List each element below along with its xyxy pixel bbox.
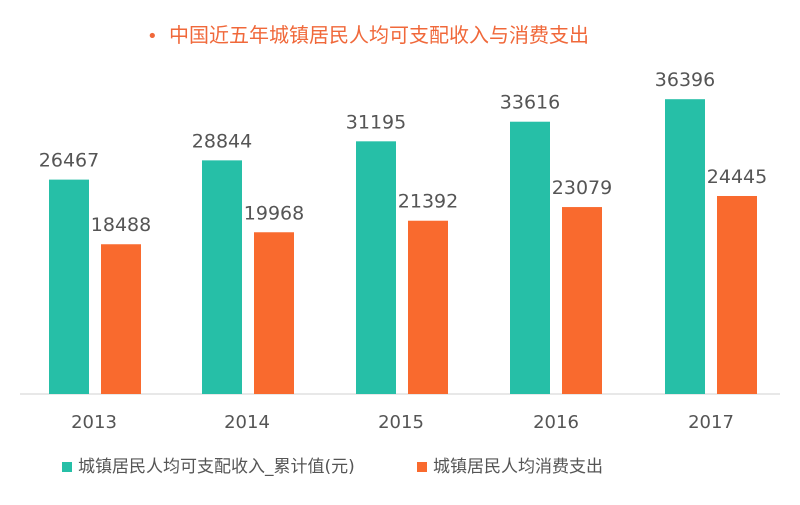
x-tick-label-2017: 2017 [688, 412, 734, 433]
legend-swatch-expense [417, 462, 427, 472]
bar-expense-2014 [254, 232, 294, 394]
x-tick-label-2016: 2016 [533, 412, 579, 433]
value-label-expense-2013: 18488 [91, 214, 151, 236]
bars-group [49, 99, 757, 395]
legend-label-expense: 城镇居民人均消费支出 [433, 457, 603, 477]
value-label-income-2017: 36396 [655, 69, 715, 91]
x-tick-label-2015: 2015 [378, 412, 424, 433]
legend-swatch-income [62, 462, 72, 472]
x-tick-label-2014: 2014 [224, 412, 270, 433]
bar-income-2017 [665, 99, 705, 395]
legend: 城镇居民人均可支配收入_累计值(元) 城镇居民人均消费支出 [62, 457, 603, 477]
value-label-income-2016: 33616 [500, 92, 560, 114]
value-label-income-2013: 26467 [39, 150, 99, 172]
x-tick-labels-group: 2013 2014 2015 2016 2017 [71, 412, 734, 433]
value-label-expense-2016: 23079 [552, 177, 612, 199]
value-label-expense-2017: 24445 [707, 166, 767, 188]
bar-expense-2017 [717, 195, 757, 394]
bar-income-2014 [202, 160, 242, 394]
bar-income-2015 [356, 141, 396, 394]
bar-expense-2016 [562, 207, 602, 394]
value-label-income-2014: 28844 [192, 130, 252, 152]
bar-expense-2013 [101, 244, 141, 394]
x-tick-label-2013: 2013 [71, 412, 117, 433]
value-labels-group: 26467 28844 31195 33616 36396 18488 19968 21392… [39, 69, 767, 236]
title-bullet: • [147, 26, 158, 47]
value-label-expense-2014: 19968 [244, 202, 304, 224]
value-label-expense-2015: 21392 [398, 191, 458, 213]
value-label-income-2015: 31195 [346, 111, 406, 133]
bar-income-2016 [510, 121, 550, 395]
bar-expense-2015 [408, 220, 448, 394]
legend-label-income: 城镇居民人均可支配收入_累计值(元) [78, 457, 355, 477]
chart-title: 中国近五年城镇居民人均可支配收入与消费支出 [169, 23, 589, 47]
bar-income-2013 [49, 179, 89, 394]
